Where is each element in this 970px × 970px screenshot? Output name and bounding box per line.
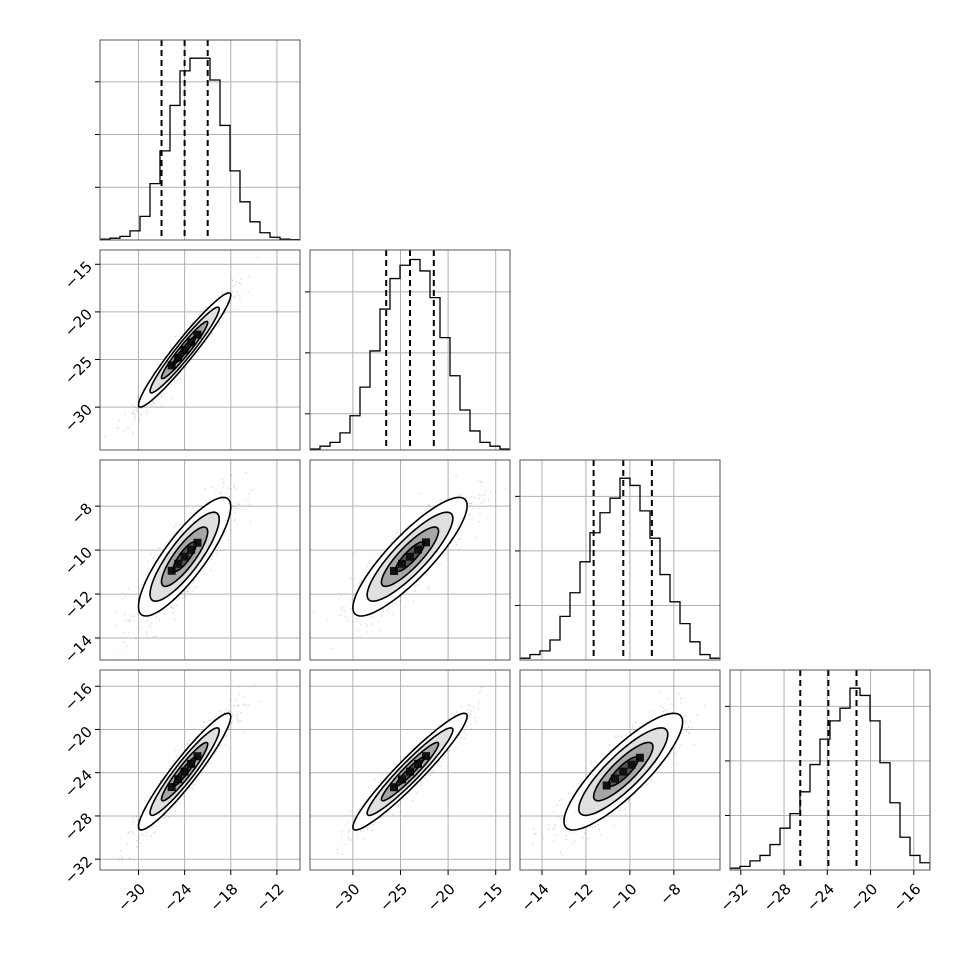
y-tick-label: −14 [61, 631, 96, 666]
y-tick-label: −28 [61, 809, 96, 844]
density-panel [309, 459, 511, 661]
contour-line [137, 496, 232, 617]
contour-line [137, 712, 232, 831]
contour-line [137, 292, 232, 408]
density-core [167, 330, 202, 370]
x-tick-label: −20 [424, 880, 459, 915]
contour-line [592, 741, 654, 802]
panel-frame [99, 39, 301, 241]
x-tick-label: −12 [253, 880, 288, 915]
x-tick-label: −15 [471, 880, 506, 915]
panel-frame [519, 459, 721, 661]
panel-frame [99, 459, 301, 661]
panel-content [310, 460, 510, 660]
x-tick-label: −25 [376, 880, 411, 915]
density-panel [99, 249, 301, 451]
y-tick-label: −8 [68, 499, 96, 527]
density-core [167, 752, 202, 791]
x-axis: −14 −12 −10 −8 [518, 870, 685, 915]
histogram-panel [515, 459, 721, 661]
x-tick-label: −10 [606, 880, 641, 915]
contour-line [160, 741, 209, 802]
density-panel [309, 669, 511, 871]
y-tick-label: −15 [61, 258, 96, 293]
contour-line [366, 511, 454, 603]
y-tick-label: −10 [61, 543, 96, 578]
contour-line [577, 727, 669, 817]
contour-line [352, 712, 468, 831]
density-core [167, 538, 202, 575]
contour-line [149, 511, 221, 603]
y-tick-label: −20 [61, 723, 96, 758]
panel-content [520, 670, 720, 870]
x-tick-label: −12 [562, 880, 597, 915]
histogram-panel [305, 249, 511, 451]
histogram-bars [730, 687, 930, 870]
contour-line [149, 727, 221, 817]
y-axis: −16 −20 −24 −28 −32 [61, 679, 100, 888]
x-tick-label: −18 [206, 880, 241, 915]
y-tick-label: −30 [61, 400, 96, 435]
panel-frame [99, 249, 301, 451]
contour-line [394, 541, 426, 573]
contour-line [607, 756, 639, 787]
contour-line [380, 741, 440, 802]
panel-content [310, 670, 510, 870]
panel-content [100, 250, 300, 450]
panel-content [100, 670, 300, 870]
y-tick-label: −24 [61, 766, 96, 801]
histogram-bars [520, 477, 720, 660]
contour-line [563, 712, 684, 831]
contour-line [394, 756, 426, 787]
density-core [602, 753, 644, 790]
x-tick-label: −32 [716, 880, 751, 915]
x-axis: −30 −24 −18 −12 [114, 870, 288, 915]
x-tick-label: −20 [846, 880, 881, 915]
x-tick-label: −30 [328, 880, 363, 915]
contour-line [172, 334, 198, 366]
y-tick-label: −32 [61, 852, 96, 887]
contour-line [352, 496, 468, 617]
y-tick-label: −20 [61, 305, 96, 340]
density-panel [99, 459, 301, 661]
density-panel [519, 669, 721, 871]
panel-frame [309, 459, 511, 661]
panel-frame [729, 669, 931, 871]
x-tick-label: −16 [889, 880, 924, 915]
y-axis: −15 −20 −25 −30 [61, 258, 100, 436]
histogram-panel [95, 39, 301, 241]
contour-line [366, 726, 454, 817]
panel-content [100, 460, 300, 660]
y-tick-label: −16 [61, 679, 96, 714]
panel-frame [99, 669, 301, 871]
panel-frame [519, 669, 721, 871]
histogram-panel [725, 669, 931, 871]
contour-line [380, 526, 440, 588]
x-tick-label: −28 [760, 880, 795, 915]
contour-line [172, 756, 198, 787]
density-core [390, 538, 430, 575]
histogram-bars [100, 57, 300, 240]
x-tick-label: −30 [114, 880, 149, 915]
contour-line [172, 541, 198, 573]
contour-line [160, 526, 209, 588]
contour-line [149, 306, 221, 394]
corner-plot-root: −15−20−25−30−8−10−12−14−16−20−24−28−32−3… [61, 39, 931, 915]
x-tick-label: −8 [656, 880, 684, 908]
x-axis: −32 −28 −24 −20 −16 [716, 870, 925, 915]
x-tick-label: −24 [803, 880, 838, 915]
y-tick-label: −12 [61, 587, 96, 622]
density-panel [99, 669, 301, 871]
panel-frame [309, 249, 511, 451]
x-tick-label: −14 [518, 880, 553, 915]
y-axis: −8 −10 −12 −14 [61, 499, 100, 666]
contour-line [160, 320, 209, 380]
panel-frame [309, 669, 511, 871]
x-axis: −30 −25 −20 −15 [328, 870, 506, 915]
y-tick-label: −25 [61, 353, 96, 388]
density-core [390, 752, 430, 792]
x-tick-label: −24 [160, 880, 195, 915]
